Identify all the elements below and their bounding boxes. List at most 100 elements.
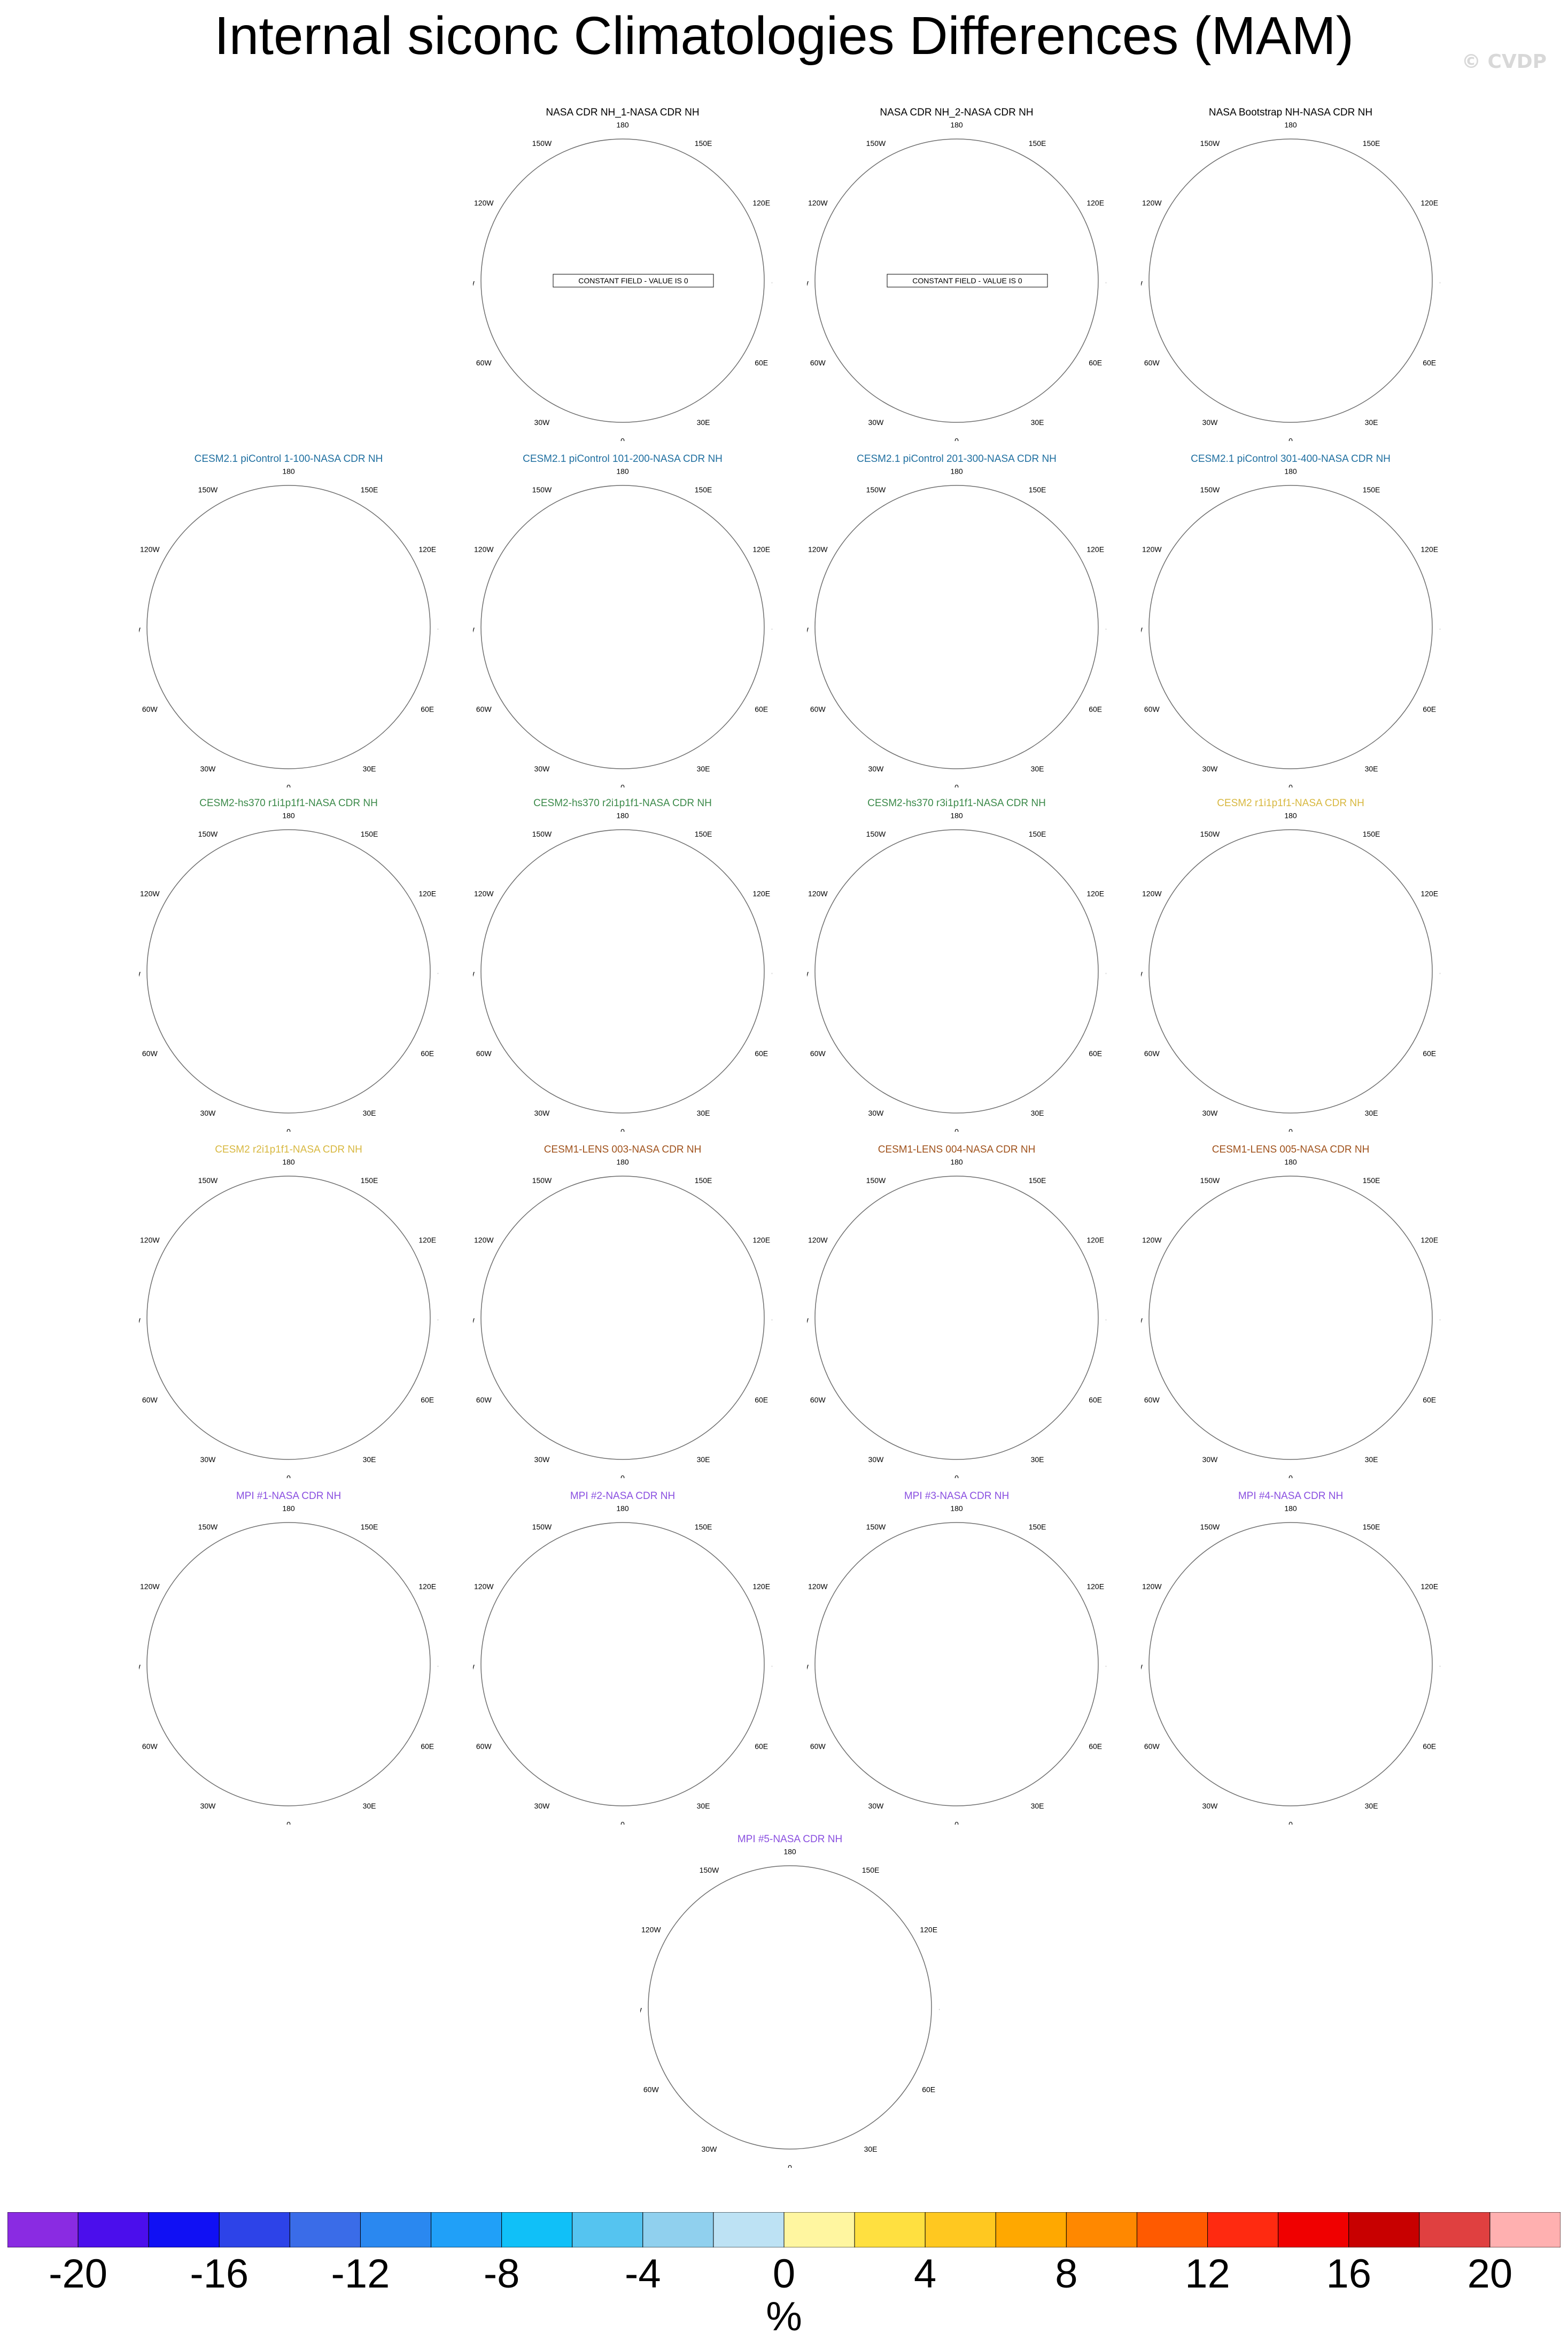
longitude-label: 150W xyxy=(1200,485,1220,494)
longitude-label: 30E xyxy=(1365,1455,1378,1464)
longitude-label: 60W xyxy=(142,1049,158,1058)
polar-map: 180150W150E120W120E90W90E60W60E30W30E0 xyxy=(473,467,772,788)
land-mass xyxy=(481,1372,580,1459)
sea-ice-anomaly xyxy=(1310,1021,1322,1036)
map-panel-p2: NASA CDR NH_2-NASA CDR NH 180 150W 150E 120W… xyxy=(807,107,1106,441)
land-mass xyxy=(996,1325,1098,1459)
sea-ice-anomaly xyxy=(1173,1361,1224,1383)
longitude-label: 0 xyxy=(954,1127,959,1132)
longitude-label: 120E xyxy=(752,1235,770,1244)
land-mass xyxy=(1149,681,1248,769)
land-mass xyxy=(239,969,267,993)
longitude-label: 60E xyxy=(755,1742,768,1751)
longitude-label: 150W xyxy=(1200,830,1220,838)
longitude-label: 60W xyxy=(476,1742,492,1751)
longitude-label: 30W xyxy=(868,1109,884,1117)
longitude-label: 120E xyxy=(920,1925,937,1934)
longitude-label: 120W xyxy=(140,889,160,898)
panel-title: CESM2 r2i1p1f1-NASA CDR NH xyxy=(215,1144,362,1155)
colorbar-swatch xyxy=(1489,2212,1561,2247)
longitude-label: 180 xyxy=(950,812,963,820)
polar-map: 180150W150E120W120E90W90E60W60E30W30E0 xyxy=(139,812,438,1132)
land-mass xyxy=(147,1025,246,1113)
panel-title: MPI #3-NASA CDR NH xyxy=(904,1490,1010,1502)
land-mass xyxy=(1330,634,1432,769)
map-boundary xyxy=(814,485,1099,769)
land-mass xyxy=(1293,830,1432,971)
longitude-label: 60E xyxy=(1089,1396,1102,1404)
land-mass xyxy=(291,485,430,627)
land-mass xyxy=(1255,624,1316,709)
longitude-label: 0 xyxy=(620,1473,625,1478)
land-mass xyxy=(1293,485,1432,627)
longitude-label: 150W xyxy=(198,1176,218,1185)
polar-map: 180150W150E120W120E90W90E60W60E30W30E0 xyxy=(807,812,1106,1132)
longitude-label: 60E xyxy=(922,2085,935,2094)
land-mass xyxy=(1293,1176,1432,1318)
map-boundary xyxy=(1148,138,1433,423)
land-mass xyxy=(1149,1025,1248,1113)
longitude-label: 0 xyxy=(788,2163,792,2168)
sea-ice-anomaly xyxy=(1192,184,1333,323)
land-mass xyxy=(253,969,314,1054)
longitude-label: 30E xyxy=(1365,418,1378,427)
colorbar-swatch xyxy=(713,2212,785,2247)
sea-ice-anomaly xyxy=(1322,640,1344,657)
land-mass xyxy=(253,1662,314,1747)
longitude-label: 120W xyxy=(1142,1582,1162,1590)
longitude-label: 150W xyxy=(1200,139,1220,148)
land-mass xyxy=(740,2005,769,2029)
longitude-label: 60E xyxy=(1089,1742,1102,1751)
land-mass xyxy=(1330,1325,1432,1459)
longitude-label: 120E xyxy=(752,889,770,898)
map-boundary xyxy=(480,829,765,1114)
longitude-label: 60E xyxy=(421,1049,434,1058)
land-mass xyxy=(625,830,764,971)
longitude-label: 150W xyxy=(532,1523,552,1531)
map-panel-p15: CESM1-LENS 005-NASA CDR NH 180 150W 150E 120… xyxy=(1141,1144,1440,1478)
land-mass xyxy=(559,1278,602,1311)
longitude-label: 0 xyxy=(1288,783,1293,787)
longitude-label: 30E xyxy=(697,1109,710,1117)
longitude-label: 180 xyxy=(616,812,629,820)
longitude-label: 30W xyxy=(868,764,884,773)
longitude-label: 150W xyxy=(1200,1176,1220,1185)
longitude-label: 150W xyxy=(866,485,886,494)
colorbar-tick-label: 4 xyxy=(914,2251,937,2297)
polar-map: 180150W150E120W120E90W90E60W60E30W30E0 xyxy=(1141,467,1440,788)
longitude-label: 150E xyxy=(695,1523,712,1531)
longitude-label: 60E xyxy=(1423,1742,1436,1751)
sea-ice-anomaly xyxy=(509,673,538,690)
land-mass xyxy=(147,1718,246,1806)
sea-ice-anomaly xyxy=(345,648,360,663)
longitude-label: 180 xyxy=(950,121,963,129)
longitude-label: 30W xyxy=(868,1802,884,1810)
sea-ice-anomaly xyxy=(265,520,279,531)
land-mass xyxy=(587,278,648,363)
colorbar-swatch xyxy=(360,2212,432,2247)
land-mass xyxy=(1241,624,1269,648)
land-mass xyxy=(907,624,935,648)
longitude-label: 30E xyxy=(864,2145,878,2153)
land-mass xyxy=(225,1278,268,1311)
longitude-label: 150E xyxy=(695,139,712,148)
land-mass xyxy=(648,2061,748,2149)
longitude-label: 30W xyxy=(534,1109,550,1117)
longitude-label: 60W xyxy=(810,359,826,367)
land-mass xyxy=(662,288,764,422)
land-mass xyxy=(291,830,430,971)
longitude-label: 90W xyxy=(473,279,475,288)
longitude-label: 120E xyxy=(418,1235,436,1244)
longitude-label: 180 xyxy=(950,1504,963,1513)
longitude-label: 30E xyxy=(1031,1455,1044,1464)
map-boundary xyxy=(480,485,765,769)
land-mass xyxy=(893,1278,936,1311)
land-mass xyxy=(959,1176,1098,1318)
land-mass xyxy=(921,278,982,363)
colorbar-tick-label: -20 xyxy=(49,2251,107,2297)
sea-ice-anomaly xyxy=(308,1714,320,1728)
polar-map: 180150W150E120W120E90W90E60W60E30W30E0 xyxy=(807,1504,1106,1825)
longitude-label: 150E xyxy=(1363,1176,1380,1185)
map-panel-p12: CESM2 r2i1p1f1-NASA CDR NH 180 150W 150E 120… xyxy=(139,1144,438,1478)
polar-map: 180150W150E120W120E90W90E60W60E30W30E0 xyxy=(139,1504,438,1825)
